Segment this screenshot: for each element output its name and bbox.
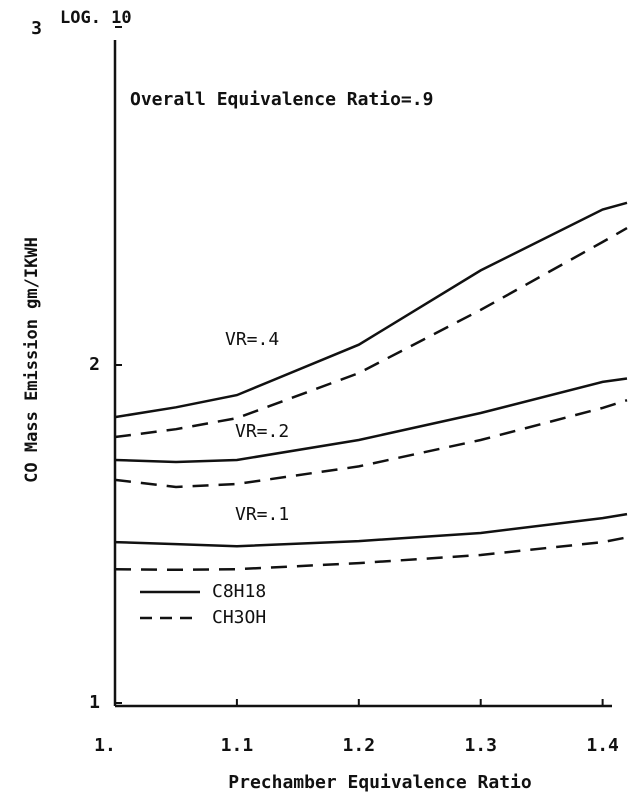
line-series: [114, 399, 628, 489]
line-series: [114, 512, 628, 548]
y-axis-label: CO Mass Emission gm/IKWH: [22, 237, 42, 483]
y-scale-note: LOG. 10: [60, 8, 132, 28]
y-tick-label: 1: [89, 692, 100, 713]
chart-title: Overall Equivalence Ratio=.9: [130, 89, 433, 110]
x-tick-label: 1.1: [221, 735, 254, 756]
line-series: [114, 227, 628, 439]
curve-label: VR=.4: [225, 329, 279, 350]
x-tick-label: 1.3: [464, 735, 497, 756]
legend-label: C8H18: [212, 581, 266, 602]
line-series: [114, 536, 628, 572]
legend-label: CH3OH: [212, 607, 266, 628]
line-series: [114, 377, 628, 464]
curve-label: VR=.1: [235, 504, 289, 525]
line-series: [114, 201, 628, 419]
y-tick-label: 3: [31, 18, 42, 39]
x-tick-label: 1.4: [586, 735, 619, 756]
x-axis-label: Prechamber Equivalence Ratio: [228, 772, 531, 793]
y-tick-label: 2: [89, 354, 100, 375]
curve-label: VR=.2: [235, 421, 289, 442]
x-tick-label: 1.2: [343, 735, 376, 756]
x-tick-label: 1.: [94, 735, 116, 756]
